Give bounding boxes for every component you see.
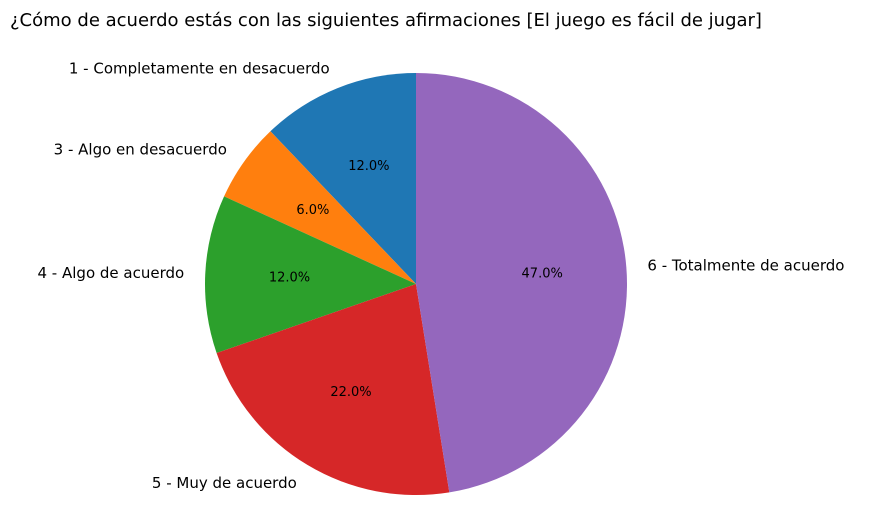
chart-title: ¿Cómo de acuerdo estás con las siguiente… bbox=[10, 10, 762, 31]
slice-percent-label: 22.0% bbox=[330, 385, 371, 400]
slice-percent-label: 47.0% bbox=[522, 267, 563, 282]
pie-slice bbox=[224, 131, 416, 284]
slice-category-label: 3 - Algo en desacuerdo bbox=[54, 140, 227, 158]
category-labels: 1 - Completamente en desacuerdo 3 - Algo … bbox=[38, 60, 845, 493]
slice-category-label: 1 - Completamente en desacuerdo bbox=[69, 60, 330, 78]
pie-slice bbox=[270, 73, 416, 284]
pie-slices bbox=[204, 73, 628, 496]
slice-category-label: 5 - Muy de acuerdo bbox=[152, 474, 297, 492]
percent-labels: 12.0% 6.0% 12.0% 22.0% 47.0% bbox=[269, 159, 563, 400]
pie-slice bbox=[204, 196, 416, 354]
slice-category-label: 6 - Totalmente de acuerdo bbox=[647, 257, 844, 275]
pie-slice bbox=[416, 73, 628, 493]
pie-slice bbox=[216, 284, 450, 496]
slice-category-label: 4 - Algo de acuerdo bbox=[38, 264, 185, 282]
slice-percent-label: 12.0% bbox=[269, 271, 310, 286]
slice-percent-label: 6.0% bbox=[296, 203, 329, 218]
slice-percent-label: 12.0% bbox=[348, 159, 389, 174]
